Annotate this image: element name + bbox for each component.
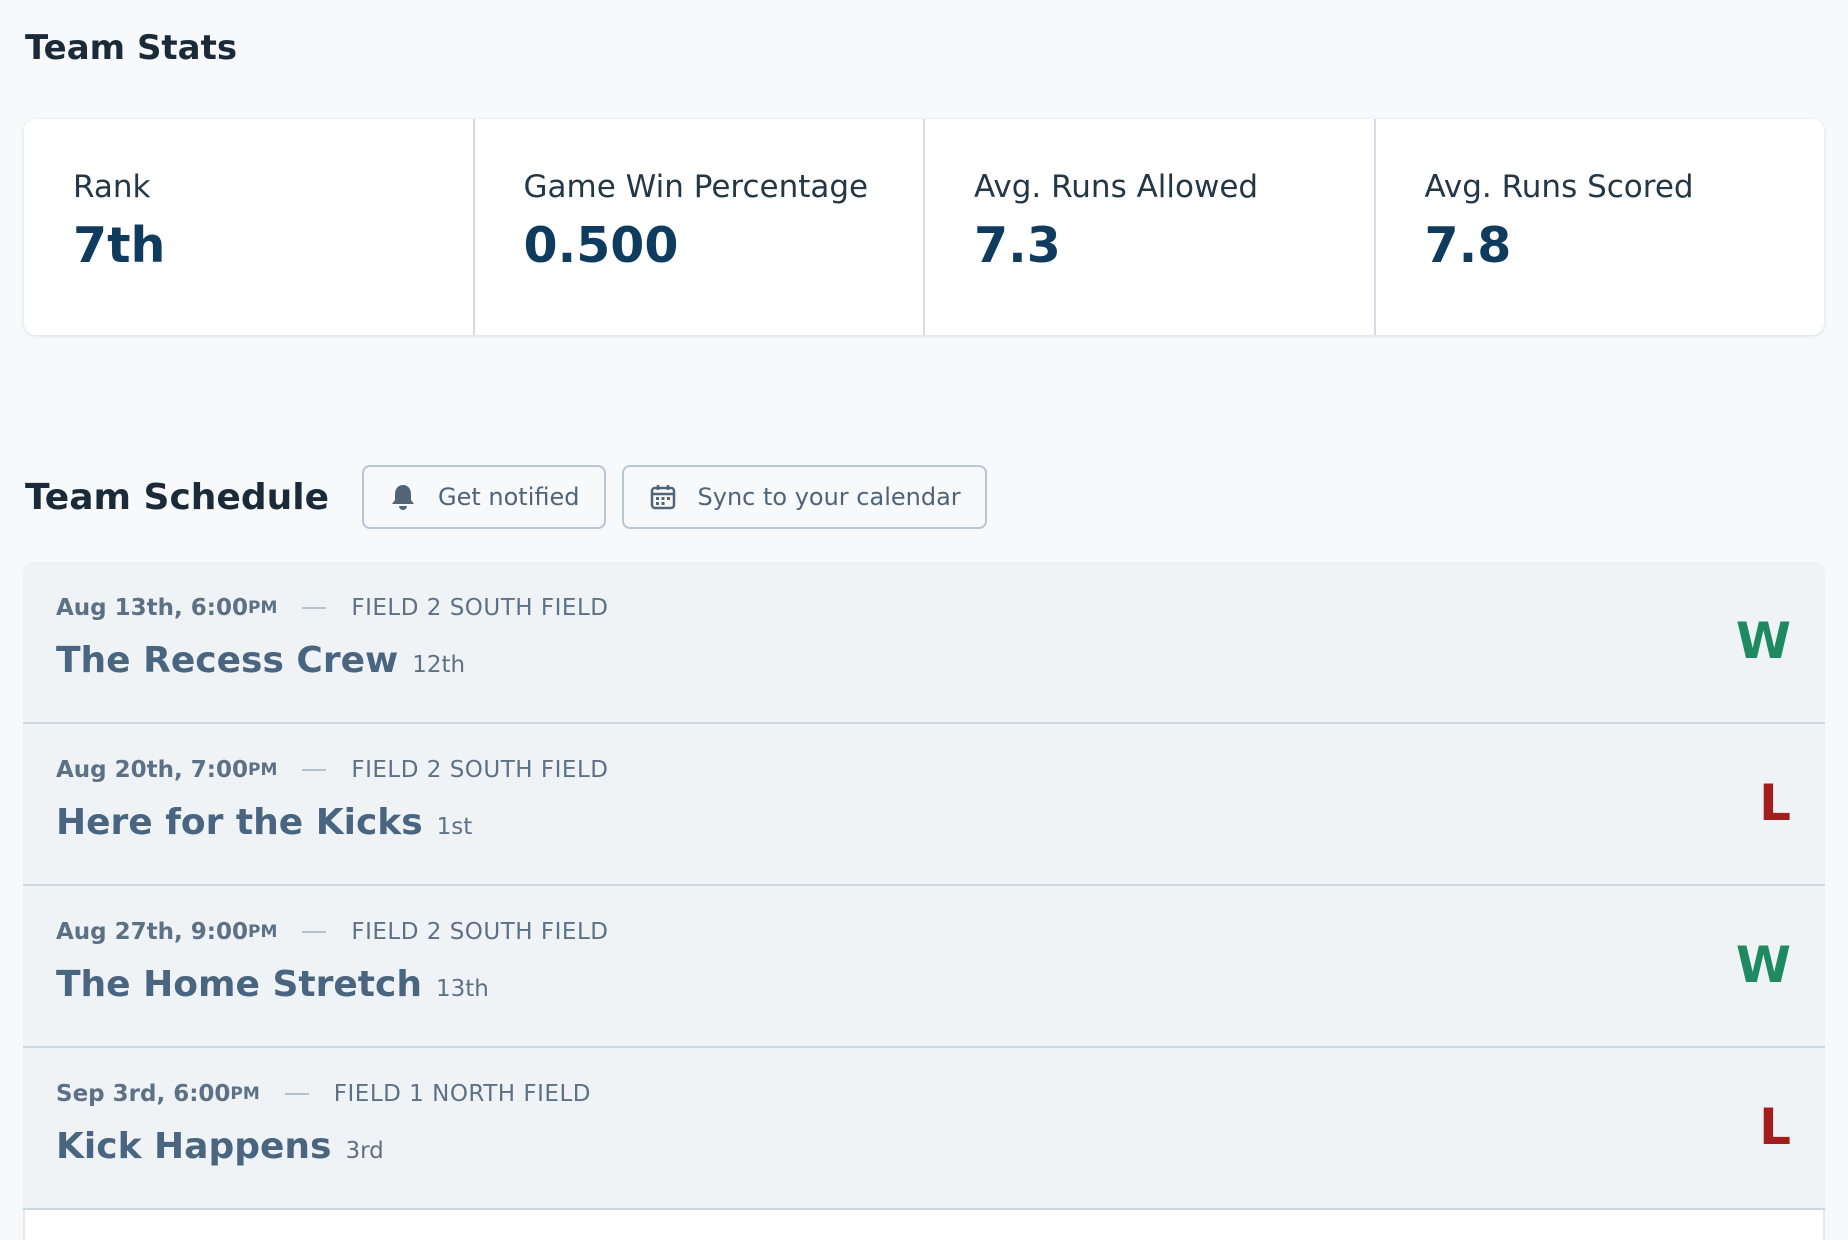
schedule-header: Team Schedule Get notified Sync to your …	[25, 463, 1003, 531]
next-row	[23, 1210, 1825, 1240]
game-date: Sep 3rd, 6:00	[56, 1081, 231, 1107]
stat-value: 7.3	[974, 217, 1061, 274]
opponent: Kick Happens 3rd	[56, 1126, 384, 1167]
stat-label: Avg. Runs Scored	[1424, 169, 1694, 205]
stat-value: 7.8	[1424, 217, 1512, 274]
game-row[interactable]: Aug 27th, 9:00 PM FIELD 2 SOUTH FIELD The H…	[23, 886, 1825, 1048]
game-field: FIELD 1 NORTH FIELD	[333, 1081, 591, 1107]
game-result: W	[1735, 936, 1791, 994]
game-meridiem: PM	[247, 922, 278, 942]
opponent: Here for the Kicks 1st	[56, 802, 472, 843]
game-result: L	[1759, 774, 1791, 832]
button-label: Sync to your calendar	[697, 483, 961, 511]
opponent-name: The Home Stretch	[56, 964, 422, 1005]
game-date: Aug 27th, 9:00	[56, 919, 248, 945]
game-meridiem: PM	[247, 760, 278, 780]
opponent-rank: 1st	[436, 814, 473, 840]
schedule-list: Aug 13th, 6:00 PM FIELD 2 SOUTH FIELD The R…	[23, 562, 1825, 1210]
calendar-button[interactable]: Sync to your calendar	[621, 465, 987, 529]
opponent-rank: 12th	[412, 652, 466, 678]
game-meta: Sep 3rd, 6:00 PM FIELD 1 NORTH FIELD	[56, 1081, 591, 1107]
stat: Avg. Runs Allowed 7.3	[923, 119, 1374, 335]
game-result: W	[1735, 612, 1791, 670]
game-row[interactable]: Aug 13th, 6:00 PM FIELD 2 SOUTH FIELD The R…	[23, 562, 1825, 724]
game-result: L	[1759, 1098, 1791, 1156]
calendar-icon	[650, 485, 675, 510]
button-label: Get notified	[438, 483, 580, 511]
opponent-rank: 13th	[435, 976, 489, 1002]
game-meridiem: PM	[230, 1084, 260, 1104]
stat: Rank 7th	[24, 119, 473, 335]
opponent-name: Here for the Kicks	[56, 802, 423, 843]
stat-value: 7th	[73, 217, 166, 274]
stat-label: Avg. Runs Allowed	[974, 169, 1259, 205]
section-title: Team Stats	[25, 28, 238, 68]
game-meta: Aug 27th, 9:00 PM FIELD 2 SOUTH FIELD	[56, 919, 608, 945]
game-meta: Aug 13th, 6:00 PM FIELD 2 SOUTH FIELD	[56, 595, 608, 621]
separator	[302, 769, 327, 771]
game-date: Aug 20th, 7:00	[56, 757, 248, 783]
stat: Avg. Runs Scored 7.8	[1373, 119, 1825, 335]
stat-label: Rank	[73, 169, 151, 205]
section-title: Team Schedule	[25, 476, 329, 518]
opponent: The Home Stretch 13th	[56, 964, 489, 1005]
separator	[302, 607, 327, 609]
opponent: The Recess Crew 12th	[56, 640, 465, 681]
game-date: Aug 13th, 6:00	[56, 595, 248, 621]
game-meta: Aug 20th, 7:00 PM FIELD 2 SOUTH FIELD	[56, 757, 608, 783]
game-field: FIELD 2 SOUTH FIELD	[351, 919, 609, 945]
stat-label: Game Win Percentage	[523, 169, 869, 205]
stats-card: Rank 7th Game Win Percentage 0.500 Avg. Runs…	[24, 119, 1824, 335]
opponent-name: Kick Happens	[56, 1126, 332, 1167]
game-row[interactable]: Sep 3rd, 6:00 PM FIELD 1 NORTH FIELD Kick H…	[23, 1048, 1825, 1210]
notify-button[interactable]: Get notified	[362, 465, 606, 529]
opponent-name: The Recess Crew	[56, 640, 399, 681]
separator	[302, 931, 327, 933]
stat: Game Win Percentage 0.500	[472, 119, 924, 335]
bell-icon	[392, 485, 414, 510]
game-field: FIELD 2 SOUTH FIELD	[351, 757, 609, 783]
game-row[interactable]: Aug 20th, 7:00 PM FIELD 2 SOUTH FIELD Here …	[23, 724, 1825, 886]
opponent-rank: 3rd	[345, 1138, 384, 1164]
game-field: FIELD 2 SOUTH FIELD	[351, 595, 609, 621]
separator	[284, 1093, 309, 1095]
stat-value: 0.500	[523, 217, 679, 274]
game-meridiem: PM	[247, 598, 278, 618]
